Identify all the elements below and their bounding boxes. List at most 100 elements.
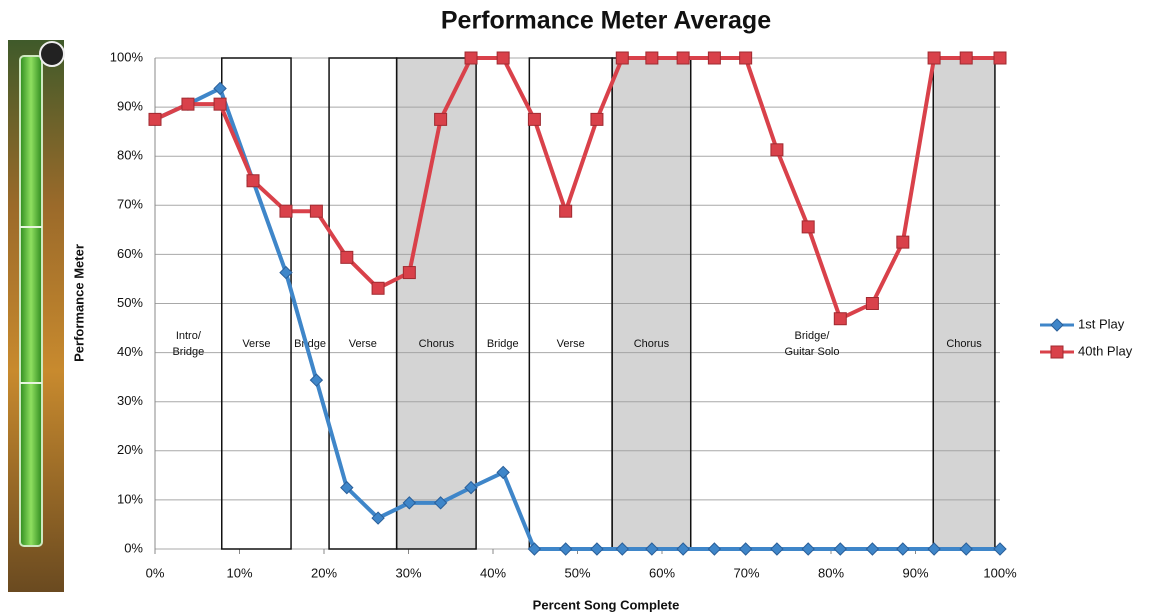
data-point xyxy=(676,542,690,556)
data-point xyxy=(279,265,293,280)
y-tick-label: 40% xyxy=(117,344,143,359)
data-point xyxy=(371,281,385,295)
data-point xyxy=(833,542,848,556)
data-point xyxy=(309,373,324,387)
data-point xyxy=(993,51,1007,65)
data-point xyxy=(559,204,573,218)
section-label: Intro/ xyxy=(176,330,202,342)
data-point xyxy=(927,542,941,556)
data-point xyxy=(213,81,227,96)
x-tick-label: 70% xyxy=(733,565,759,580)
data-point xyxy=(865,542,880,556)
data-point xyxy=(739,51,753,65)
shaded-section xyxy=(611,57,692,550)
y-tick-label: 100% xyxy=(110,49,144,64)
data-point xyxy=(558,542,573,556)
x-axis-title: Percent Song Complete xyxy=(533,597,680,612)
legend-marker xyxy=(1050,318,1064,332)
section-label: Verse xyxy=(557,338,585,350)
section-label: Bridge/ xyxy=(795,330,831,342)
data-point xyxy=(464,51,478,65)
x-tick-label: 80% xyxy=(818,565,844,580)
data-point xyxy=(246,174,260,188)
data-point xyxy=(770,542,784,556)
data-point xyxy=(148,112,162,126)
series-line xyxy=(154,86,1000,551)
x-tick-label: 40% xyxy=(480,565,506,580)
legend-marker xyxy=(1050,345,1064,359)
section-label: Chorus xyxy=(946,338,982,350)
data-point xyxy=(527,112,541,126)
data-point xyxy=(676,51,690,65)
y-axis-title: Performance Meter xyxy=(71,244,86,362)
data-point xyxy=(927,51,941,65)
data-point xyxy=(340,480,354,495)
section-label: Bridge xyxy=(172,346,204,358)
data-point xyxy=(801,220,815,234)
x-tick-label: 100% xyxy=(983,565,1017,580)
data-point xyxy=(402,266,416,280)
section-label: Verse xyxy=(242,338,270,350)
chart-title: Performance Meter Average xyxy=(441,7,771,35)
legend-label: 1st Play xyxy=(1078,316,1125,331)
data-point xyxy=(590,112,604,126)
data-point xyxy=(738,542,753,556)
data-point xyxy=(707,51,721,65)
data-point xyxy=(801,542,815,556)
data-point xyxy=(896,542,910,556)
data-point xyxy=(896,235,910,249)
y-tick-label: 10% xyxy=(117,491,143,506)
series-line xyxy=(154,56,1000,321)
section-label: Chorus xyxy=(419,338,455,350)
data-point xyxy=(707,542,722,556)
y-tick-label: 30% xyxy=(117,393,143,408)
data-point xyxy=(527,542,542,556)
data-point xyxy=(645,51,659,65)
data-point xyxy=(496,51,510,65)
data-point xyxy=(645,542,659,556)
data-point xyxy=(279,204,293,218)
section-label: Bridge xyxy=(294,338,326,350)
meter-icon xyxy=(39,41,65,67)
y-tick-label: 20% xyxy=(117,442,143,457)
section-label: Chorus xyxy=(634,338,670,350)
y-tick-label: 70% xyxy=(117,197,143,212)
data-point xyxy=(615,51,629,65)
data-point xyxy=(496,465,510,480)
data-point xyxy=(371,511,385,525)
y-tick-label: 90% xyxy=(117,99,143,114)
x-tick-label: 0% xyxy=(146,565,165,580)
data-point xyxy=(959,51,973,65)
game-meter xyxy=(8,40,65,592)
series xyxy=(148,51,1007,326)
y-tick-label: 80% xyxy=(117,148,143,163)
data-point xyxy=(865,297,879,310)
x-tick-label: 60% xyxy=(649,565,675,580)
x-tick-label: 20% xyxy=(311,565,337,580)
data-point xyxy=(340,250,354,264)
data-point xyxy=(833,312,847,326)
data-point xyxy=(770,143,784,157)
data-point xyxy=(434,112,448,126)
data-point xyxy=(993,542,1007,556)
plot-area: 0% 10% 20% 30% 40% 50% 60% 70% 80% 90% 100% 0% 10% 20… xyxy=(110,49,1133,580)
series xyxy=(148,81,1007,556)
shaded-section xyxy=(932,57,996,550)
data-point xyxy=(309,204,323,218)
y-tick-label: 50% xyxy=(117,295,143,310)
data-point xyxy=(433,496,448,510)
section-box xyxy=(221,57,292,550)
x-tick-label: 30% xyxy=(395,565,421,580)
meter-bar xyxy=(19,55,43,547)
data-point xyxy=(213,97,227,111)
section-label: Guitar Solo xyxy=(784,346,839,358)
x-tick-label: 10% xyxy=(226,565,252,580)
section-label: Bridge xyxy=(487,338,519,350)
data-point xyxy=(464,480,478,495)
x-tick-label: 50% xyxy=(564,565,590,580)
y-tick-label: 0% xyxy=(124,540,143,555)
legend-label: 40th Play xyxy=(1078,343,1133,358)
data-point xyxy=(402,496,417,510)
data-point xyxy=(615,542,629,556)
